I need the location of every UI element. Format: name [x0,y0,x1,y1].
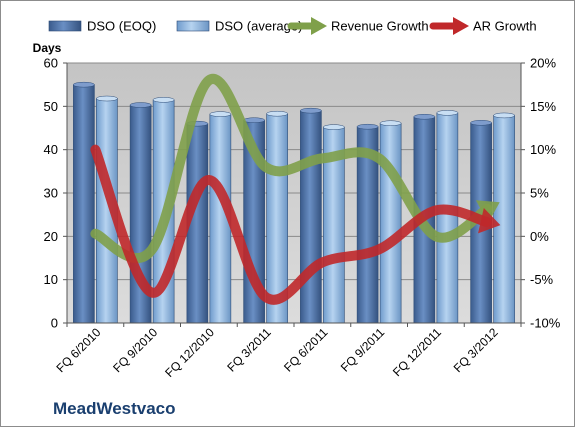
y-right-tick-label: -5% [530,272,554,287]
x-tick-label: FQ 6/2010 [54,325,104,375]
bar-top-dso-average [493,112,515,119]
bar-top-dso-average [96,95,118,102]
y-right-tick-label: 10% [530,142,556,157]
x-tick-label: FQ 12/2011 [390,325,444,379]
bar-dso-eoq [73,84,95,324]
y-left-tick-label: 40 [44,142,58,157]
x-tick-label: FQ 6/2011 [281,325,331,375]
y-left-tick-label: 50 [44,99,58,114]
line-ar-growth [90,144,492,305]
legend-arrowhead-revenue-growth [311,17,327,35]
y-right-tick-label: 20% [530,56,556,71]
arrowhead-ar-growth [478,207,501,234]
legend-label-dso-average: DSO (average) [215,19,302,34]
bar-top-dso-eoq [300,107,322,114]
bar-top-dso-eoq [413,113,436,120]
y-left-tick-label: 60 [44,56,58,71]
y-right-tick-label: 15% [530,99,556,114]
x-tick-label: FQ 9/2010 [110,325,160,375]
legend-arrowhead-ar-growth [453,17,469,35]
bar-top-dso-average [323,124,345,130]
bar-top-dso-eoq [356,123,379,130]
legend-label-revenue-growth: Revenue Growth [331,19,429,34]
arrowhead-revenue-growth [475,200,500,224]
y-left-tick-label: 10 [44,272,58,287]
legend-swatch-dso-eoq [48,20,82,32]
bar-dso-eoq [300,110,322,324]
y-right-tick-label: 0% [530,229,549,244]
bar-top-dso-average [436,110,459,116]
x-tick-label: FQ 3/2012 [451,325,501,375]
y-right-tick-label: -10% [530,316,561,331]
legend-swatch-dso-average [176,20,210,32]
bar-dso-average [436,112,459,324]
bar-top-dso-average [379,120,402,126]
legend-label-ar-growth: AR Growth [473,19,537,34]
bar-top-dso-eoq [73,81,95,88]
y-left-tick-label: 30 [44,186,58,201]
bar-top-dso-average [266,110,288,117]
y-right-tick-label: 5% [530,186,549,201]
company-name: MeadWestvaco [53,399,176,418]
x-tick-label: FQ 9/2011 [338,325,388,375]
y-left-tick-label: 0 [51,316,58,331]
bar-dso-average [379,122,402,324]
bar-top-dso-eoq [470,120,492,126]
y-left-tick-label: 20 [44,229,58,244]
bar-dso-average [493,115,515,324]
bar-top-dso-average [152,97,175,103]
x-tick-label: FQ 3/2011 [224,325,274,375]
y-axis-title: Days [33,41,62,55]
bar-top-dso-average [209,111,232,117]
bar-top-dso-eoq [243,117,265,123]
legend-label-dso-eoq: DSO (EOQ) [87,19,156,34]
x-tick-label: FQ 12/2010 [162,325,217,380]
bar-top-dso-eoq [129,102,152,108]
